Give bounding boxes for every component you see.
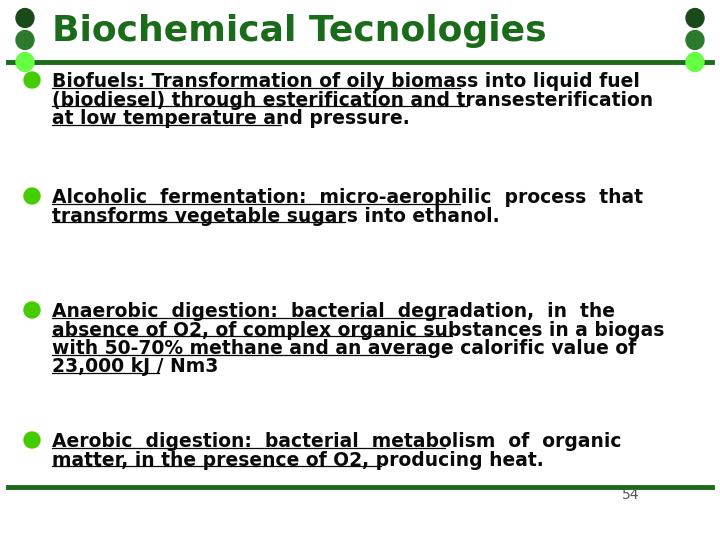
Ellipse shape [16, 31, 34, 50]
Text: Biochemical Tecnologies: Biochemical Tecnologies [52, 14, 546, 48]
Text: Biofuels: Transformation of oily biomass into liquid fuel: Biofuels: Transformation of oily biomass… [52, 72, 640, 91]
Text: absence of O2, of complex organic substances in a biogas: absence of O2, of complex organic substa… [52, 321, 665, 340]
Text: Alcoholic  fermentation:  micro-aerophilic  process  that: Alcoholic fermentation: micro-aerophilic… [52, 188, 643, 207]
Text: transforms vegetable sugars into ethanol.: transforms vegetable sugars into ethanol… [52, 206, 500, 226]
Circle shape [24, 432, 40, 448]
Text: (biodiesel) through esterification and transesterification: (biodiesel) through esterification and t… [52, 91, 653, 110]
Text: at low temperature and pressure.: at low temperature and pressure. [52, 109, 410, 128]
Text: Aerobic  digestion:  bacterial  metabolism  of  organic: Aerobic digestion: bacterial metabolism … [52, 432, 621, 451]
Text: with 50-70% methane and an average calorific value of: with 50-70% methane and an average calor… [52, 339, 636, 358]
Circle shape [24, 72, 40, 88]
Ellipse shape [686, 31, 704, 50]
Text: 54: 54 [622, 488, 639, 502]
Ellipse shape [16, 52, 34, 71]
Circle shape [24, 302, 40, 318]
Text: Anaerobic  digestion:  bacterial  degradation,  in  the: Anaerobic digestion: bacterial degradati… [52, 302, 615, 321]
Text: 23,000 kJ / Nm3: 23,000 kJ / Nm3 [52, 357, 218, 376]
Circle shape [24, 188, 40, 204]
Ellipse shape [686, 9, 704, 28]
Text: matter, in the presence of O2, producing heat.: matter, in the presence of O2, producing… [52, 450, 544, 469]
Ellipse shape [686, 52, 704, 71]
Ellipse shape [16, 9, 34, 28]
